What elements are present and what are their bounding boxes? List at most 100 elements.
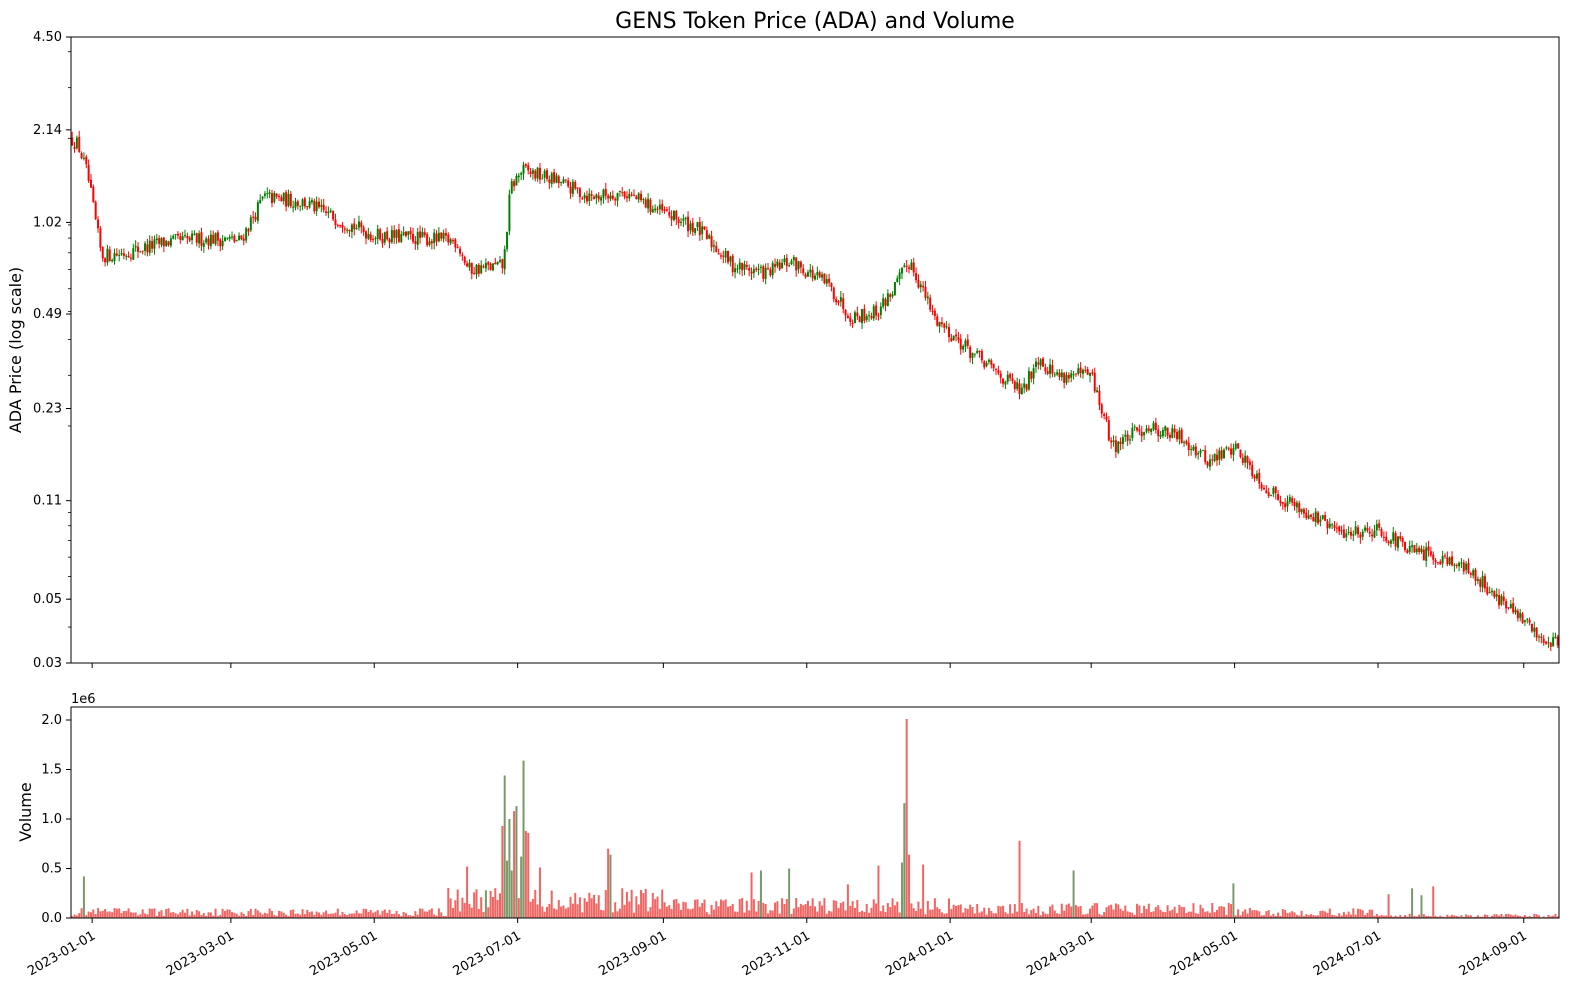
volume-bar (1436, 916, 1439, 918)
candle-body (1145, 428, 1148, 432)
candle-body (1251, 464, 1254, 477)
volume-bar (1152, 911, 1155, 918)
candle-body (769, 269, 772, 276)
volume-bar (602, 910, 605, 918)
volume-bar (842, 901, 845, 918)
volume-bar (769, 910, 772, 918)
candle-body (433, 232, 436, 244)
candle-body (517, 175, 520, 178)
volume-bar (249, 908, 252, 918)
volume-bar (687, 908, 690, 918)
candle-body (882, 298, 885, 307)
candle-body (560, 181, 563, 183)
candle-body (682, 218, 685, 221)
candle-body (842, 298, 845, 310)
candle-body (729, 256, 732, 262)
candle-body (1451, 556, 1454, 566)
volume-bar (915, 910, 918, 918)
candle-body (1272, 487, 1275, 494)
candle-body (118, 255, 121, 257)
candle-body (750, 271, 753, 274)
candle-body (1124, 434, 1127, 437)
volume-bar (1382, 915, 1385, 918)
volume-bar (715, 901, 718, 918)
volume-bar (186, 908, 189, 918)
volume-bar (1305, 914, 1308, 918)
candle-body (792, 257, 795, 261)
volume-bar (1197, 913, 1200, 918)
candle-body (1143, 432, 1146, 436)
volume-bar (1260, 915, 1263, 918)
volume-bar (999, 906, 1002, 918)
candle-body (722, 255, 725, 257)
volume-bar (604, 889, 607, 918)
volume-bar (861, 910, 864, 918)
candle-body (1389, 540, 1392, 544)
volume-bar (839, 902, 842, 918)
candle-body (875, 305, 878, 316)
candle-body (172, 235, 175, 239)
volume-bar (689, 909, 692, 918)
candle-body (1100, 404, 1103, 414)
volume-bar (1392, 916, 1395, 918)
candle-body (663, 209, 666, 211)
candle-body (802, 268, 805, 274)
candle-body (85, 156, 88, 165)
volume-bar (1124, 905, 1127, 918)
volume-bar (1237, 909, 1240, 918)
volume-bar (1507, 913, 1510, 918)
volume-bar (1117, 904, 1120, 918)
candle-body (1166, 427, 1169, 436)
candle-body (816, 272, 819, 276)
volume-bar (1505, 914, 1508, 918)
volume-bar (750, 872, 753, 918)
price-y-tick-label: 0.03 (33, 656, 62, 671)
candle-body (670, 215, 673, 220)
candle-body (416, 231, 419, 245)
candle-body (153, 239, 156, 249)
candle-body (174, 234, 177, 236)
volume-bar (1272, 913, 1275, 918)
volume-bar (501, 825, 504, 918)
candle-body (1399, 536, 1402, 539)
volume-bar (891, 898, 894, 918)
volume-bar (1119, 908, 1122, 918)
candle-body (1443, 555, 1446, 557)
volume-bar (788, 868, 791, 918)
volume-bar (1317, 915, 1320, 918)
volume-bar (1072, 870, 1075, 918)
candle-body (1079, 367, 1082, 374)
candle-body (132, 248, 135, 260)
volume-bar (1462, 916, 1465, 918)
candle-body (1265, 490, 1268, 494)
candle-body (571, 181, 574, 194)
volume-bar (1138, 905, 1141, 918)
candle-body (1013, 381, 1016, 390)
volume-bar (487, 907, 490, 918)
candle-body (1516, 610, 1519, 619)
volume-bar (1063, 910, 1066, 918)
volume-bar (663, 902, 666, 918)
volume-bar (898, 912, 901, 918)
volume-bar (475, 889, 478, 918)
candle-body (1288, 497, 1291, 502)
volume-bar (466, 866, 469, 918)
volume-y-tick-label: 0.0 (41, 911, 62, 926)
volume-bar (919, 908, 922, 918)
volume-bar (414, 911, 417, 918)
candle-body (430, 241, 433, 244)
candle-body (1159, 434, 1162, 437)
candle-body (1349, 531, 1352, 536)
volume-bar (1002, 905, 1005, 918)
volume-bar (270, 910, 273, 918)
candle-body (1498, 594, 1501, 606)
candle-body (1150, 428, 1153, 433)
volume-bar (219, 914, 222, 918)
volume-bar (336, 908, 339, 918)
candle-body (1305, 512, 1308, 518)
candle-body (973, 353, 976, 355)
candle-body (141, 250, 144, 252)
volume-bar (503, 775, 506, 918)
price-panel: 0.03 0.05 0.11 0.23 0.49 1.02 2.14 4.50 ADA Pri… (6, 30, 1560, 671)
volume-bar (966, 908, 969, 918)
